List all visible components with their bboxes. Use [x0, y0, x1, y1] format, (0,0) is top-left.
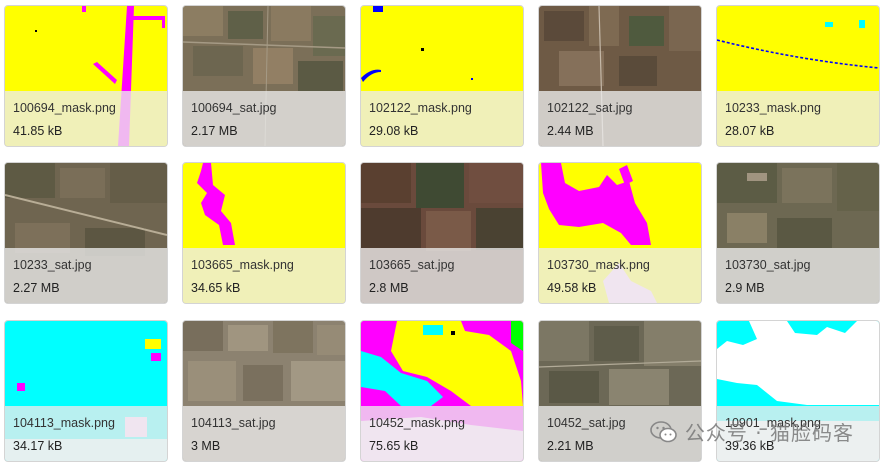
file-size: 39.36 kB	[725, 439, 775, 453]
file-tile[interactable]: 102122_mask.png 29.08 kB	[360, 5, 524, 147]
file-name: 100694_mask.png	[13, 101, 116, 115]
file-tile[interactable]: 104113_sat.jpg 3 MB	[182, 320, 346, 462]
file-name: 10233_sat.jpg	[13, 258, 92, 272]
file-name: 103730_sat.jpg	[725, 258, 811, 272]
file-meta: 10452_mask.png 75.65 kB	[361, 406, 523, 461]
file-size: 2.27 MB	[13, 281, 60, 295]
wechat-icon	[649, 420, 679, 444]
file-meta: 102122_sat.jpg 2.44 MB	[539, 91, 701, 146]
file-name: 10452_sat.jpg	[547, 416, 626, 430]
file-tile[interactable]: 103730_sat.jpg 2.9 MB	[716, 162, 880, 304]
file-size: 2.8 MB	[369, 281, 409, 295]
file-name: 104113_sat.jpg	[191, 416, 276, 430]
file-size: 34.17 kB	[13, 439, 63, 453]
file-size: 2.17 MB	[191, 124, 238, 138]
file-tile[interactable]: 100694_sat.jpg 2.17 MB	[182, 5, 346, 147]
file-size: 49.58 kB	[547, 281, 597, 295]
file-meta: 10233_sat.jpg 2.27 MB	[5, 248, 167, 303]
file-size: 2.21 MB	[547, 439, 594, 453]
file-tile[interactable]: 10233_sat.jpg 2.27 MB	[4, 162, 168, 304]
file-name: 103665_sat.jpg	[369, 258, 455, 272]
file-size: 3 MB	[191, 439, 221, 453]
file-meta: 100694_mask.png 41.85 kB	[5, 91, 167, 146]
file-tile[interactable]: 10452_sat.jpg 2.21 MB	[538, 320, 702, 462]
file-tile[interactable]: 104113_mask.png 34.17 kB	[4, 320, 168, 462]
file-meta: 103730_mask.png 49.58 kB	[539, 248, 701, 303]
file-size: 29.08 kB	[369, 124, 419, 138]
file-tile[interactable]: 10233_mask.png 28.07 kB	[716, 5, 880, 147]
file-tile[interactable]: 10901_mask.png 39.36 kB	[716, 320, 880, 462]
file-name: 103665_mask.png	[191, 258, 294, 272]
file-meta: 104113_mask.png 34.17 kB	[5, 406, 167, 461]
file-meta: 103665_mask.png 34.65 kB	[183, 248, 345, 303]
file-name: 10901_mask.png	[725, 416, 821, 430]
file-tile[interactable]: 100694_mask.png 41.85 kB	[4, 5, 168, 147]
file-meta: 104113_sat.jpg 3 MB	[183, 406, 345, 461]
file-size: 41.85 kB	[13, 124, 63, 138]
file-meta: 102122_mask.png 29.08 kB	[361, 91, 523, 146]
file-tile[interactable]: 102122_sat.jpg 2.44 MB	[538, 5, 702, 147]
file-size: 34.65 kB	[191, 281, 241, 295]
file-meta: 10901_mask.png 39.36 kB	[717, 406, 879, 461]
watermark: 公众号 · 猫脸码客	[649, 417, 854, 446]
file-name: 102122_sat.jpg	[547, 101, 633, 115]
file-name: 10452_mask.png	[369, 416, 465, 430]
file-size: 28.07 kB	[725, 124, 775, 138]
file-meta: 100694_sat.jpg 2.17 MB	[183, 91, 345, 146]
file-meta: 10233_mask.png 28.07 kB	[717, 91, 879, 146]
file-name: 104113_mask.png	[13, 416, 115, 430]
file-name: 10233_mask.png	[725, 101, 821, 115]
file-tile[interactable]: 103730_mask.png 49.58 kB	[538, 162, 702, 304]
file-name: 102122_mask.png	[369, 101, 472, 115]
file-meta: 103730_sat.jpg 2.9 MB	[717, 248, 879, 303]
file-size: 2.44 MB	[547, 124, 594, 138]
file-size: 75.65 kB	[369, 439, 419, 453]
file-tile[interactable]: 103665_mask.png 34.65 kB	[182, 162, 346, 304]
file-name: 103730_mask.png	[547, 258, 650, 272]
file-name: 100694_sat.jpg	[191, 101, 277, 115]
file-size: 2.9 MB	[725, 281, 765, 295]
file-tile[interactable]: 103665_sat.jpg 2.8 MB	[360, 162, 524, 304]
watermark-text: 公众号 · 猫脸码客	[684, 421, 854, 445]
file-tile[interactable]: 10452_mask.png 75.65 kB	[360, 320, 524, 462]
file-meta: 103665_sat.jpg 2.8 MB	[361, 248, 523, 303]
